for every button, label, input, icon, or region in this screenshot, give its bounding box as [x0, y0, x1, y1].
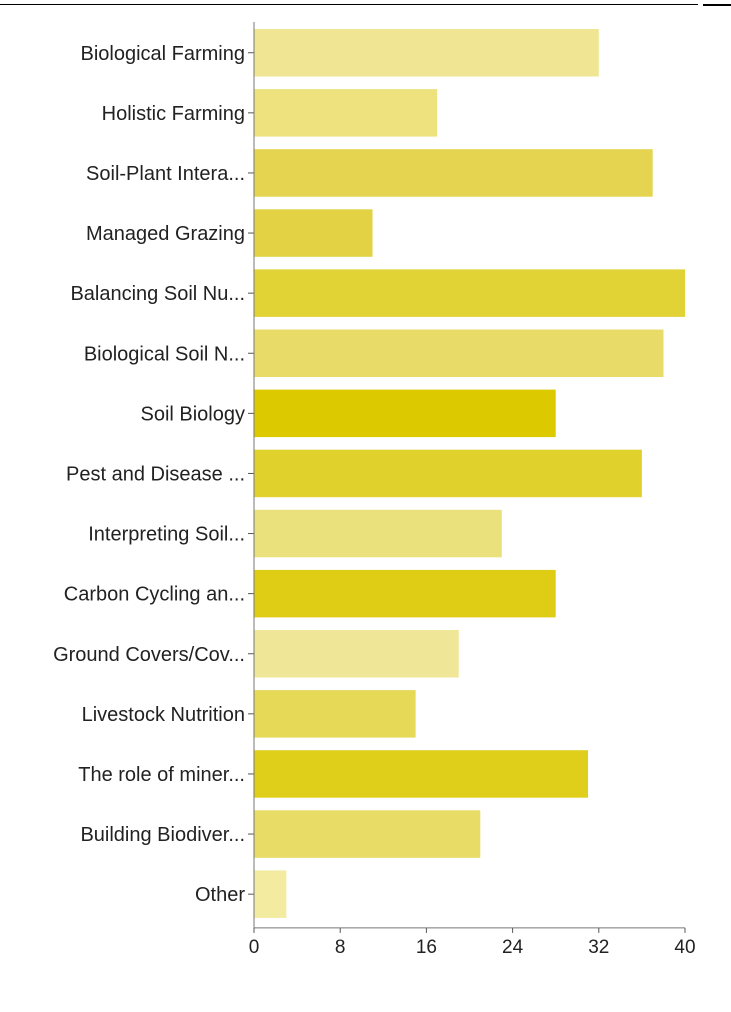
bar-12: [254, 690, 416, 738]
bar-2: [254, 89, 438, 137]
bar-7: [254, 389, 556, 438]
category-label-2: Holistic Farming: [102, 103, 245, 125]
top-border-line: [0, 4, 698, 5]
category-label-5: Balancing Soil Nu...: [70, 283, 245, 305]
bar-5: [254, 269, 685, 317]
bar-group: [254, 29, 685, 918]
category-label-9: Interpreting Soil...: [88, 524, 245, 546]
top-border-line-right: [703, 4, 731, 6]
bar-1: [254, 29, 599, 77]
bar-9: [254, 509, 502, 558]
category-label-10: Carbon Cycling an...: [64, 584, 245, 606]
x-tick-label-24: 24: [502, 937, 524, 958]
bar-13: [254, 750, 589, 798]
bar-4: [254, 209, 373, 257]
bar-6: [254, 329, 664, 377]
x-tick-label-16: 16: [416, 937, 437, 958]
category-label-12: Livestock Nutrition: [82, 704, 245, 726]
category-label-7: Soil Biology: [140, 403, 245, 425]
bar-3: [254, 149, 653, 197]
category-label-14: Building Biodiver...: [80, 824, 245, 846]
bar-14: [254, 810, 481, 858]
x-tick-label-8: 8: [335, 937, 346, 958]
category-label-13: The role of miner...: [78, 764, 245, 786]
bar-15: [254, 870, 287, 918]
bar-11: [254, 630, 459, 678]
category-labels: Biological Farming Holistic Farming Soil-P…: [53, 43, 245, 906]
category-label-15: Other: [195, 884, 245, 906]
x-tick-label-0: 0: [249, 937, 260, 958]
bar-8: [254, 449, 642, 498]
category-label-8: Pest and Disease ...: [66, 463, 245, 485]
x-axis-ticks: 0 8 16 24 32 40: [249, 927, 696, 958]
category-label-6: Biological Soil N...: [84, 343, 245, 365]
axes: [248, 22, 685, 929]
category-label-1: Biological Farming: [80, 43, 245, 65]
bar-10: [254, 569, 556, 618]
x-tick-label-32: 32: [588, 937, 609, 958]
x-tick-label-40: 40: [674, 937, 695, 958]
category-label-4: Managed Grazing: [86, 223, 245, 245]
category-label-3: Soil-Plant Intera...: [86, 163, 245, 185]
category-label-11: Ground Covers/Cov...: [53, 644, 245, 666]
